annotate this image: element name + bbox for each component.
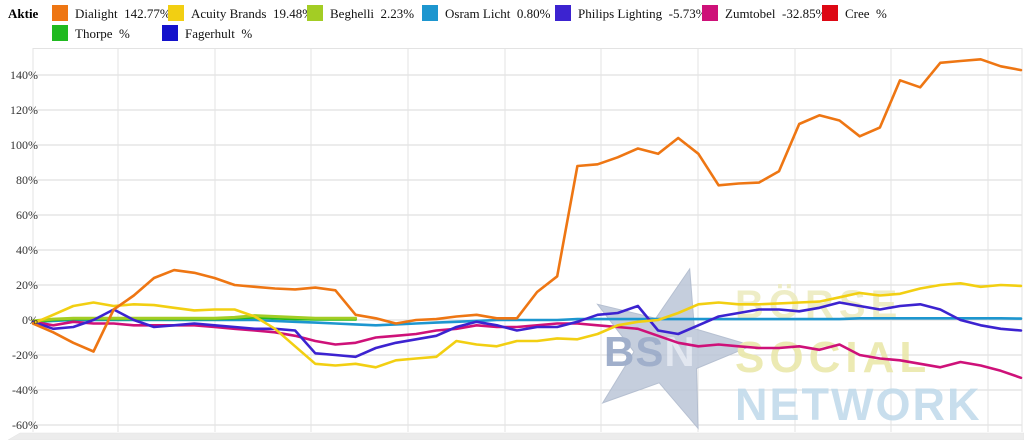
legend-label: Beghelli 2.23% (330, 6, 415, 21)
legend-label: Dialight 142.77% (75, 6, 171, 21)
legend-label: Osram Licht 0.80% (445, 6, 551, 21)
y-tick-label: -20% (12, 348, 38, 362)
series-line-dialight (31, 57, 1023, 353)
star-icon (596, 267, 754, 430)
y-tick-label: 100% (10, 138, 38, 152)
legend-title: Aktie (8, 6, 39, 21)
legend-swatch-acuity-brands (168, 5, 184, 21)
y-tick-label: 120% (10, 103, 38, 117)
legend-item-philips-lighting[interactable]: Philips Lighting -5.73% (555, 5, 707, 22)
legend-label: Cree % (845, 6, 887, 21)
legend-swatch-philips-lighting (555, 5, 571, 21)
series-line-zumtobel (31, 320, 1023, 380)
bottom-scrollbar[interactable] (7, 432, 1024, 440)
legend-item-acuity-brands[interactable]: Acuity Brands 19.48% (168, 5, 313, 22)
watermark-social-text: SOCIAL (735, 333, 931, 382)
legend-label: Zumtobel -32.85% (725, 6, 827, 21)
legend-swatch-beghelli (307, 5, 323, 21)
legend-item-cree[interactable]: Cree % (822, 5, 887, 22)
gridlines (32, 48, 1023, 432)
legend-item-beghelli[interactable]: Beghelli 2.23% (307, 5, 414, 22)
watermark-bsn-text: BSN (604, 328, 696, 375)
y-tick-label: 60% (16, 208, 38, 222)
legend-label: Acuity Brands 19.48% (191, 6, 314, 21)
y-tick-label: 20% (16, 278, 38, 292)
legend-swatch-osram-licht (422, 5, 438, 21)
legend-item-zumtobel[interactable]: Zumtobel -32.85% (702, 5, 826, 22)
y-tick-label: 140% (10, 68, 38, 82)
legend: Aktie Dialight 142.77% Acuity Brands 19.4… (0, 0, 1024, 46)
y-tick-label: -40% (12, 383, 38, 397)
series-line-beghelli (31, 314, 358, 323)
legend-swatch-fagerhult (162, 25, 178, 41)
y-tick-label: 80% (16, 173, 38, 187)
legend-swatch-dialight (52, 5, 68, 21)
y-tick-label: 0% (22, 313, 38, 327)
legend-swatch-cree (822, 5, 838, 21)
legend-item-dialight[interactable]: Dialight 142.77% (52, 5, 171, 22)
legend-swatch-thorpe (52, 25, 68, 41)
legend-label: Thorpe % (75, 26, 130, 41)
legend-swatch-zumtobel (702, 5, 718, 21)
legend-label: Fagerhult % (185, 26, 253, 41)
legend-item-thorpe[interactable]: Thorpe % (52, 25, 130, 42)
series-lines (31, 57, 1023, 380)
y-axis-labels: 140% 120% 100% 80% 60% 40% 20% 0% -20% -40% -60% (10, 68, 38, 432)
series-line-philips-lighting (31, 301, 1023, 359)
y-tick-label: 40% (16, 243, 38, 257)
watermark-network-text: NETWORK (735, 379, 981, 430)
bsn-watermark: BSN BÖRSE SOCIAL NETWORK (596, 267, 981, 430)
legend-label: Philips Lighting -5.73% (578, 6, 707, 21)
legend-item-fagerhult[interactable]: Fagerhult % (162, 25, 252, 42)
y-tick-label: -60% (12, 418, 38, 432)
series-line-acuity-brands (31, 281, 1023, 369)
legend-item-osram-licht[interactable]: Osram Licht 0.80% (422, 5, 550, 22)
